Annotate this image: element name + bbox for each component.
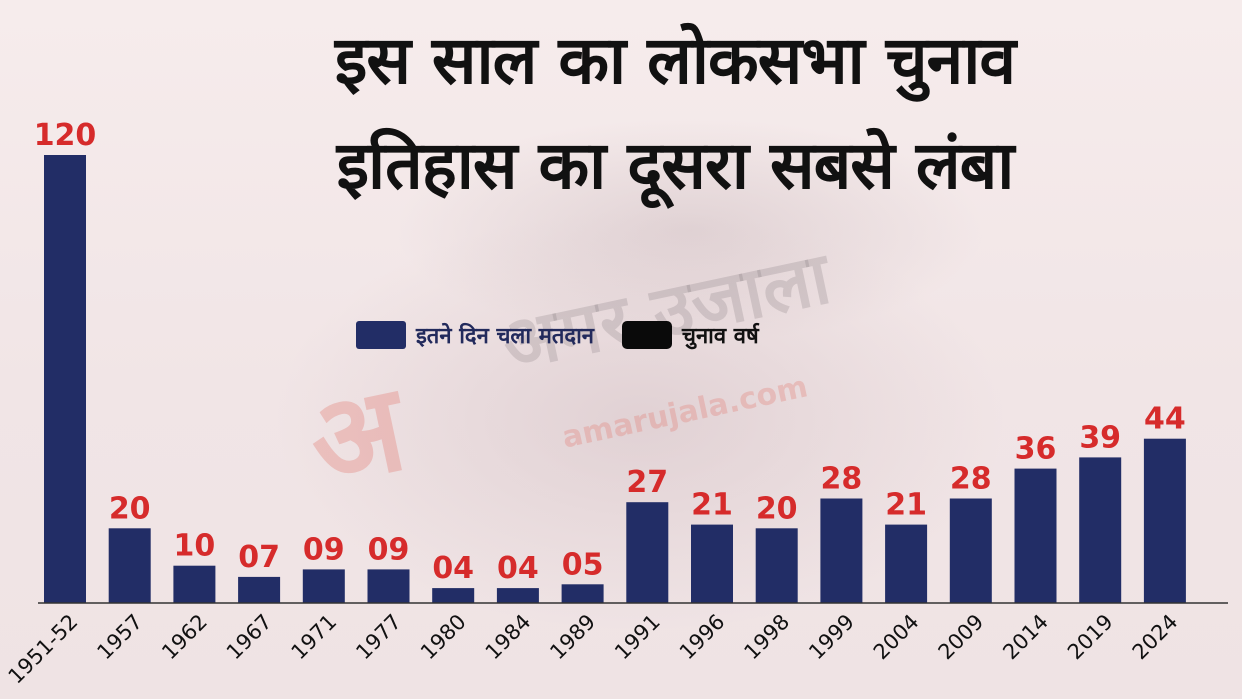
x-tick-label-2009: 2009 (934, 610, 989, 665)
x-tick-label-1991: 1991 (610, 610, 665, 665)
bar-1977 (367, 569, 410, 603)
value-label-2004: 21 (885, 488, 927, 523)
value-label-2014: 36 (1015, 432, 1057, 467)
legend-item-election-year: चुनाव वर्ष (622, 320, 759, 350)
x-tick-label-1999: 1999 (804, 610, 859, 665)
value-label-2024: 44 (1144, 402, 1186, 437)
value-label-1971: 09 (303, 532, 345, 567)
bar-1989 (561, 584, 604, 603)
legend-label-voting-days: इतने दिन चला मतदान (416, 324, 594, 349)
value-label-1967: 07 (238, 540, 280, 575)
chart-legend: इतने दिन चला मतदान चुनाव वर्ष (356, 320, 787, 350)
value-label-1957: 20 (109, 491, 151, 526)
x-tick-label-1996: 1996 (675, 610, 730, 665)
x-tick-label-2014: 2014 (998, 610, 1053, 665)
bar-1971 (302, 569, 345, 603)
bar-2024 (1143, 438, 1186, 603)
x-tick-label-1977: 1977 (351, 610, 406, 665)
x-tick-label-1967: 1967 (222, 610, 277, 665)
x-tick-label-2019: 2019 (1063, 610, 1118, 665)
bar-2004 (885, 524, 928, 603)
value-label-1991: 27 (626, 465, 668, 500)
bar-1999 (820, 498, 863, 603)
bar-1951-52 (44, 155, 86, 603)
x-tick-label-1989: 1989 (545, 610, 600, 665)
legend-swatch-election-year (622, 321, 672, 349)
x-tick-label-2024: 2024 (1128, 610, 1183, 665)
x-tick-label-1962: 1962 (157, 610, 212, 665)
chart-title-line-2: इतिहास का दूसरा सबसे लंबा (336, 127, 1015, 204)
legend-swatch-voting-days (356, 321, 406, 349)
value-label-1996: 21 (691, 488, 733, 523)
value-label-1984: 04 (497, 551, 539, 586)
bar-1962 (173, 565, 216, 603)
x-tick-label-1957: 1957 (92, 610, 147, 665)
chart-title-line-1: इस साल का लोकसभा चुनाव (334, 22, 1016, 99)
value-label-1989: 05 (562, 547, 604, 582)
value-label-1980: 04 (432, 551, 474, 586)
bar-2019 (1079, 457, 1122, 603)
bar-1957 (108, 528, 151, 603)
bar-1984 (496, 588, 539, 603)
value-label-1977: 09 (368, 532, 410, 567)
bar-1991 (626, 502, 669, 603)
x-tick-label-1951-52: 1951-52 (4, 610, 83, 689)
value-label-1999: 28 (821, 462, 863, 497)
value-label-1951-52: 120 (34, 118, 97, 153)
x-tick-label-1984: 1984 (481, 610, 536, 665)
bar-2014 (1014, 468, 1057, 603)
value-label-2009: 28 (950, 462, 992, 497)
x-tick-label-1980: 1980 (416, 610, 471, 665)
x-tick-label-1971: 1971 (287, 610, 342, 665)
legend-item-voting-days: इतने दिन चला मतदान (356, 320, 594, 350)
legend-label-election-year: चुनाव वर्ष (682, 324, 759, 349)
x-tick-label-2004: 2004 (869, 610, 924, 665)
value-label-1998: 20 (756, 491, 798, 526)
value-label-2019: 39 (1079, 420, 1121, 455)
value-label-1962: 10 (174, 529, 216, 564)
bar-1998 (755, 528, 798, 603)
bar-1996 (691, 524, 733, 603)
bar-1967 (238, 576, 281, 603)
bar-2009 (949, 498, 992, 603)
x-tick-label-1998: 1998 (739, 610, 794, 665)
bar-1980 (432, 588, 475, 603)
